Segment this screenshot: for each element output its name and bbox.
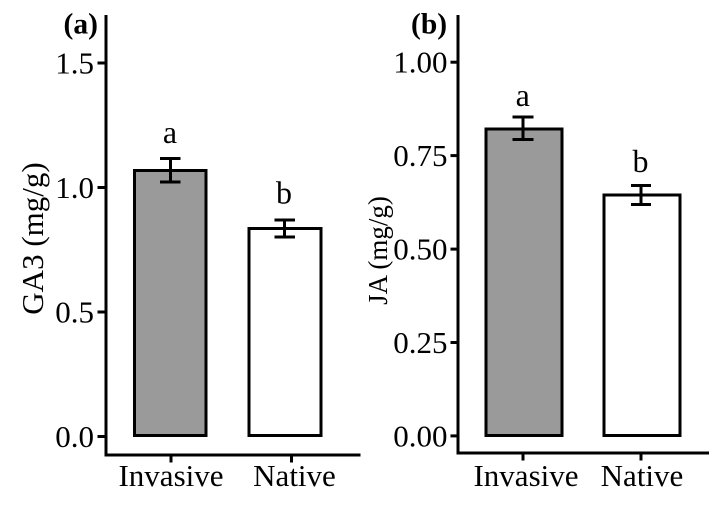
svg-text:1.00: 1.00 <box>393 45 447 80</box>
svg-text:Native: Native <box>253 458 336 493</box>
svg-text:b: b <box>633 143 649 179</box>
svg-text:0.25: 0.25 <box>393 325 447 360</box>
svg-text:GA3 (mg/g): GA3 (mg/g) <box>15 162 50 314</box>
svg-text:0.5: 0.5 <box>55 295 94 330</box>
svg-text:JA (mg/g): JA (mg/g) <box>363 196 393 305</box>
svg-text:0.50: 0.50 <box>393 232 447 267</box>
svg-text:1.5: 1.5 <box>55 46 94 81</box>
svg-text:1.0: 1.0 <box>55 170 94 205</box>
svg-text:0.75: 0.75 <box>393 138 447 173</box>
svg-text:Invasive: Invasive <box>473 458 578 493</box>
svg-text:Native: Native <box>601 458 684 493</box>
svg-text:Invasive: Invasive <box>118 458 223 493</box>
svg-text:b: b <box>276 175 292 211</box>
svg-text:a: a <box>163 114 177 150</box>
svg-text:(a): (a) <box>64 9 98 41</box>
svg-text:(b): (b) <box>411 9 447 41</box>
svg-text:0.0: 0.0 <box>55 419 94 454</box>
svg-text:0.00: 0.00 <box>393 418 447 453</box>
svg-text:a: a <box>516 77 530 113</box>
